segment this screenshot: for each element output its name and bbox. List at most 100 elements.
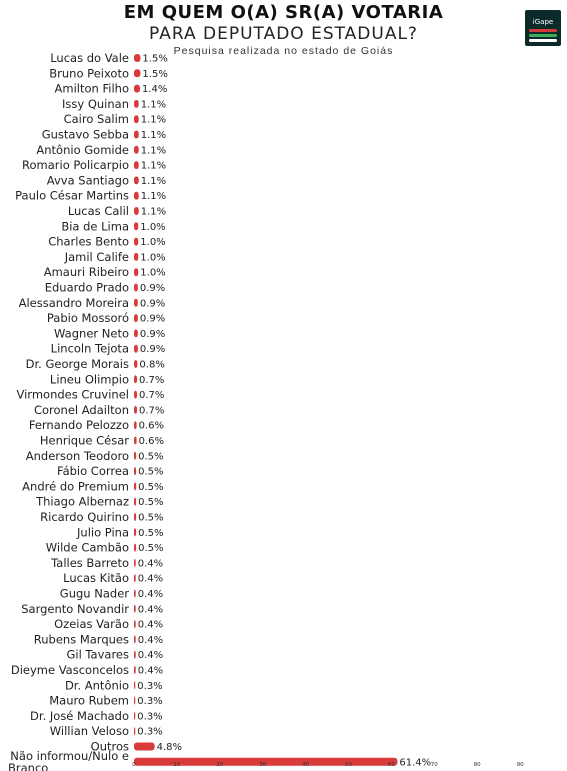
x-tick-label: 20 [216,762,223,768]
bar [134,467,137,476]
value-label: 0.9% [140,314,165,325]
x-tick-label: 50 [345,762,352,768]
category-label: Rubens Marques [34,632,129,646]
category-label: Fábio Correa [57,464,129,478]
category-label: Gil Tavares [66,648,129,662]
value-label: 61.4% [399,757,431,768]
value-label: 0.6% [139,421,164,432]
category-label: Cairo Salim [64,112,129,126]
bar [134,252,139,261]
value-label: 0.6% [139,436,164,447]
bar [134,191,139,200]
bar [134,482,137,491]
value-label: 0.3% [137,681,162,692]
category-label: Gugu Nader [60,587,129,601]
category-label: Wilde Cambão [46,541,129,555]
category-label: Paulo César Martins [15,189,129,203]
value-label: 0.4% [138,604,163,615]
bar [134,130,139,139]
category-label: Antônio Gomide [36,143,129,157]
logo-stripe-red [529,29,557,32]
value-label: 1.1% [141,176,166,187]
bar [134,711,136,720]
category-label: Lineu Olimpio [50,372,129,386]
category-label: Bruno Peixoto [49,66,129,80]
category-label: Julio Pina [76,525,129,539]
logo-text: iGape [532,18,554,26]
value-label: 1.1% [141,99,166,110]
bar [134,742,155,751]
value-label: 0.5% [138,451,163,462]
category-label: Charles Bento [48,235,129,249]
bar [134,99,139,108]
bar [134,574,136,583]
category-label: Avva Santiago [47,173,129,187]
x-tick-label: 60 [388,762,395,768]
value-label: 0.9% [140,329,165,340]
x-tick-label: 80 [474,762,481,768]
value-label: 0.3% [137,696,162,707]
value-label: 1.5% [142,54,167,65]
category-label: Lucas Calil [68,204,129,218]
category-label: Dr. Antônio [65,678,129,692]
category-label: André do Premium [22,479,129,493]
value-label: 1.1% [141,115,166,126]
value-label: 1.1% [141,130,166,141]
category-label: Wagner Neto [54,326,129,340]
bar [134,696,136,705]
bar [134,314,138,323]
x-tick-label: 10 [173,762,180,768]
bar [134,54,141,62]
bar [134,298,138,307]
bar [134,513,137,521]
bar [134,528,137,537]
category-label: Coronel Adailton [34,403,129,417]
category-label: Sargento Novandir [21,602,129,616]
value-label: 1.1% [141,207,166,218]
value-label: 0.9% [140,298,165,309]
category-label: Issy Quinan [62,97,129,111]
value-label: 0.9% [140,344,165,355]
category-label: Romario Policarpio [22,158,129,172]
x-tick-label: 70 [431,762,438,768]
bar [134,421,137,430]
bar [134,207,139,215]
bar [134,727,136,736]
bar [134,681,136,690]
category-label: Bia de Lima [61,219,129,233]
category-label: Thiago Albernaz [35,495,129,509]
value-label: 0.5% [138,513,163,524]
category-label: Dieyme Vasconcelos [11,663,129,677]
value-label: 0.4% [138,574,163,585]
category-label: Amilton Filho [55,82,129,96]
bar [134,283,138,292]
category-label: Henrique César [40,434,129,448]
value-label: 0.5% [138,482,163,493]
bar [134,635,136,644]
survey-caption: Pesquisa realizada no estado de Goiás [173,45,394,57]
bar [134,589,136,598]
value-label: 0.4% [138,620,163,631]
bar [134,436,137,445]
category-label: Lucas do Vale [50,51,129,65]
bar [134,145,139,154]
chart-title: EM QUEM O(A) SR(A) VOTARIA [123,2,444,23]
chart-subtitle: PARA DEPUTADO ESTADUAL? [149,24,418,44]
igape-logo: iGape [525,10,561,46]
bar [134,604,136,613]
value-label: 1.1% [141,161,166,172]
bar [134,222,139,231]
bar [134,161,139,170]
value-label: 0.3% [137,727,162,738]
x-tick-label: 40 [302,762,309,768]
bar [134,237,139,246]
value-label: 0.4% [138,666,163,677]
x-tick-label: 30 [259,762,266,768]
value-label: 0.5% [138,467,163,478]
value-label: 1.1% [141,191,166,202]
value-label: 1.0% [140,222,165,233]
category-label: Outros [91,740,129,754]
category-label: Ozeias Varão [54,617,129,631]
category-label: Anderson Teodoro [26,449,129,463]
